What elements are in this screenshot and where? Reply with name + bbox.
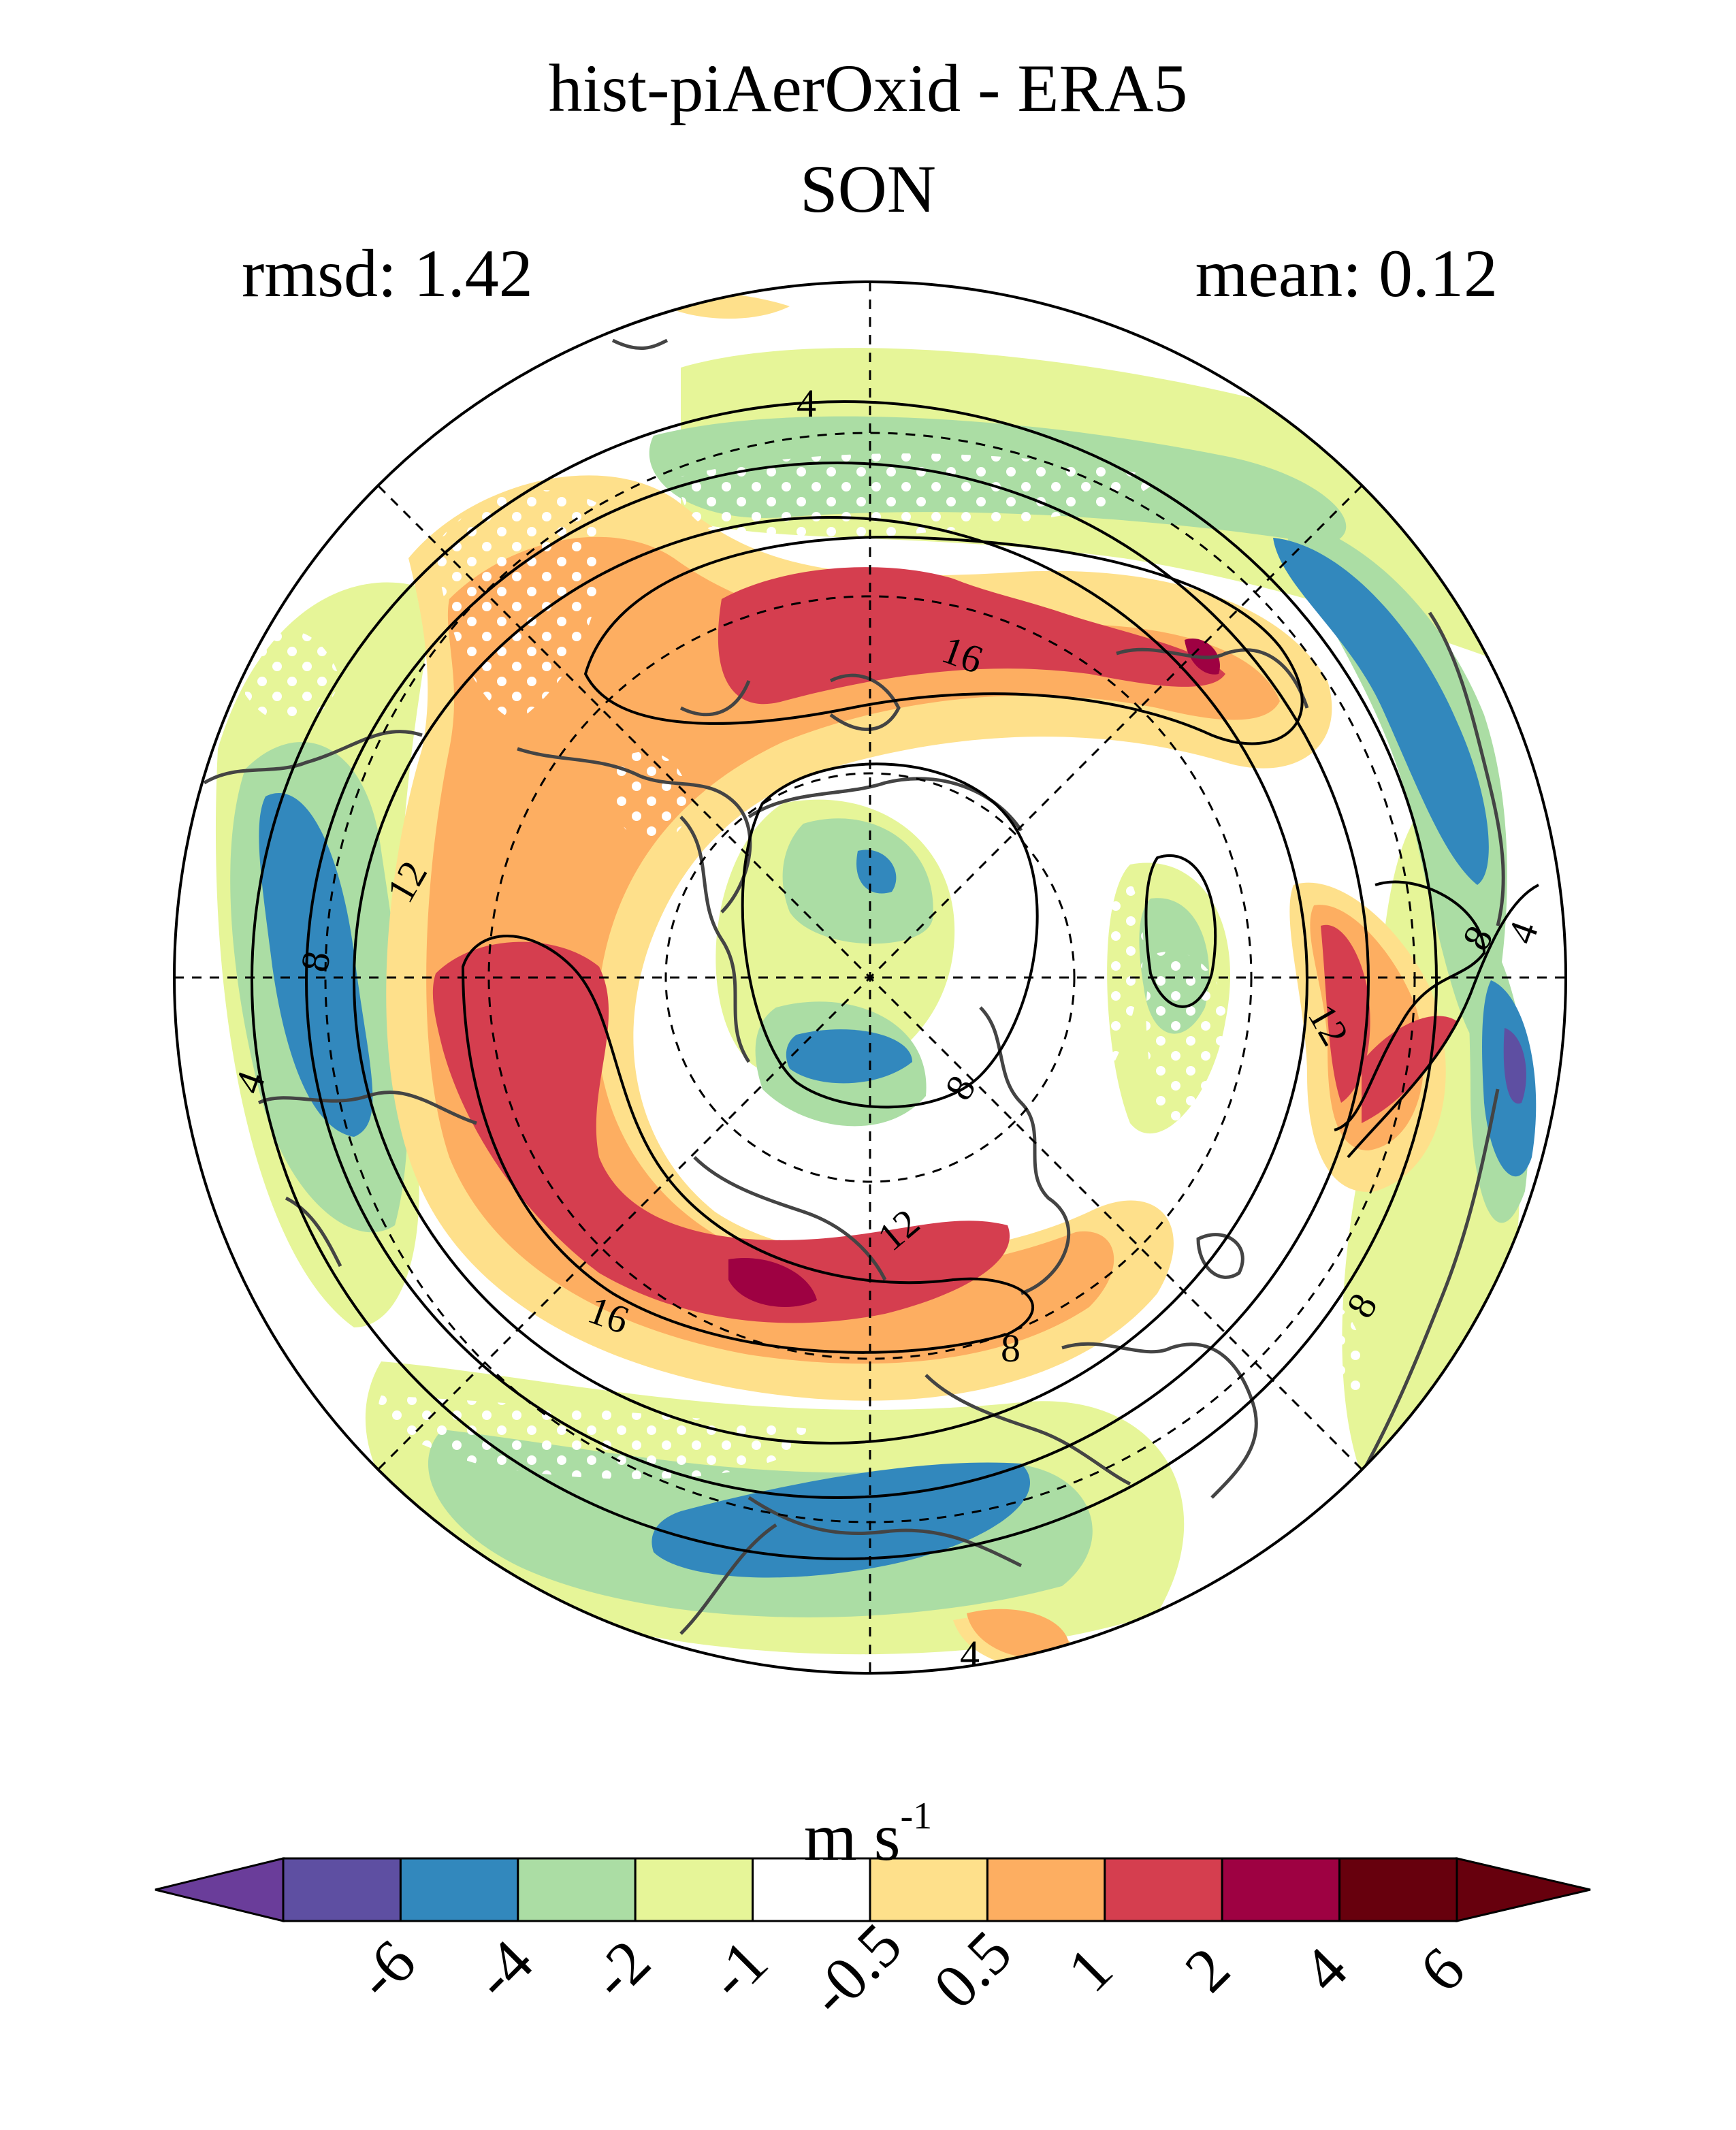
colorbar-tick-label: -6 — [342, 1926, 428, 2012]
rmsd-label: rmsd: 1.42 — [242, 236, 533, 311]
colorbar-boxes — [282, 1857, 1458, 1922]
contour-label: 4 — [960, 1632, 980, 1677]
mean-label: mean: 0.12 — [1195, 236, 1498, 311]
coastlines — [203, 338, 1505, 1635]
climatology-contours — [251, 400, 1539, 1560]
colorbar-box — [517, 1857, 637, 1922]
colorbar-box — [1104, 1857, 1223, 1922]
colorbar-tick-label: 1 — [1055, 1934, 1126, 2005]
colorbar-box — [634, 1857, 754, 1922]
colorbar-tick-label: 2 — [1172, 1934, 1243, 2005]
colorbar-tick-label: 6 — [1407, 1934, 1478, 2005]
colorbar-tick-labels: -6 -4 -2 -1 -0.5 0.5 1 2 4 6 — [342, 1910, 1477, 2029]
contour-label: 4 — [797, 381, 816, 425]
significance-stippling — [245, 453, 1364, 1517]
colorbar-box — [869, 1857, 988, 1922]
colorbar-box — [282, 1857, 402, 1922]
colorbar-tick-label: -4 — [460, 1926, 546, 2012]
colorbar-units: m s-1 — [0, 1797, 1736, 1871]
units-base: m s — [803, 1799, 901, 1875]
colorbar-over-triangle — [1456, 1857, 1591, 1922]
anomaly-fill-strong-negative — [259, 538, 1537, 1578]
contour-label: 8 — [1001, 1326, 1020, 1370]
colorbar: -6 -4 -2 -1 -0.5 0.5 1 2 4 6 — [155, 1857, 1591, 2029]
colorbar-tick-label: -2 — [577, 1926, 663, 2012]
map-boundary — [173, 280, 1567, 1675]
plot-title: hist-piAerOxid - ERA5 — [548, 50, 1188, 126]
graticule — [174, 282, 1566, 1673]
colorbar-tick-label: 0.5 — [920, 1917, 1025, 2021]
colorbar-box — [399, 1857, 519, 1922]
colorbar-box — [752, 1857, 871, 1922]
units-exponent: -1 — [900, 1795, 933, 1837]
colorbar-tick-label: 4 — [1289, 1934, 1360, 2005]
colorbar-box — [1221, 1857, 1341, 1922]
season-label: SON — [799, 151, 937, 227]
colorbar-box — [986, 1857, 1106, 1922]
colorbar-box — [1338, 1857, 1458, 1922]
colorbar-tick-label: -1 — [695, 1926, 781, 2012]
colorbar-tick-label: -0.5 — [796, 1910, 915, 2029]
anomaly-fill-strong-positive — [432, 567, 1457, 1323]
